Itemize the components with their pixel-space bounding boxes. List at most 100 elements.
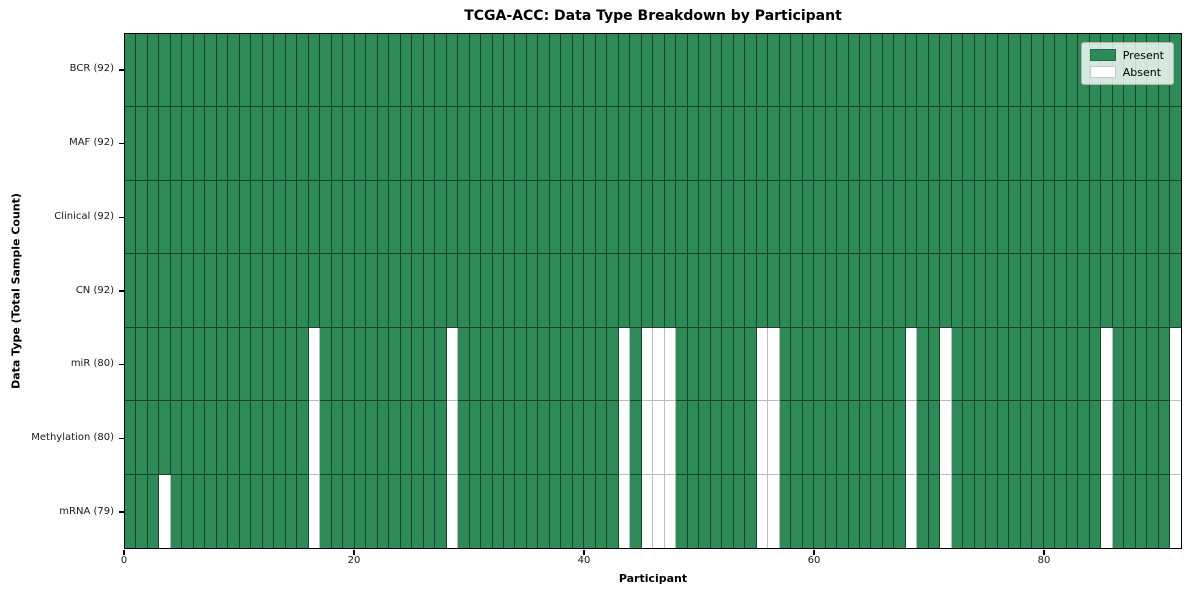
heatmap-cell [561,474,573,548]
heatmap-cell [170,180,183,255]
heatmap-cell [882,327,895,402]
heatmap-cell [205,401,217,475]
heatmap-cell [285,474,298,548]
heatmap-cell [1135,401,1148,475]
heatmap-cell [159,401,171,475]
heatmap-cell [630,34,642,108]
heatmap-cell [1066,254,1079,328]
heatmap-cell [343,474,355,548]
heatmap-cell [630,254,642,328]
heatmap-cell [331,327,344,402]
heatmap-cell [928,401,941,475]
heatmap-cell [274,401,286,475]
heatmap-cell [481,327,493,402]
heatmap-cell [595,327,608,402]
heatmap-cell [572,180,585,255]
heatmap-cell [882,107,895,181]
heatmap-cell [274,254,286,328]
heatmap-cell [791,254,803,328]
heatmap-cell [492,107,504,181]
heatmap-cell [423,107,436,181]
heatmap-cell [940,474,952,548]
heatmap-cell [400,254,413,328]
heatmap-cell [446,254,459,328]
heatmap-cell [768,474,780,548]
heatmap-cell [389,474,401,548]
heatmap-cell [182,34,194,108]
heatmap-cell [641,254,654,328]
heatmap-cell [458,474,470,548]
heatmap-cell [1043,107,1056,181]
heatmap-cell [435,180,447,255]
heatmap-cell [274,180,286,255]
heatmap-cell [538,107,550,181]
heatmap-cell [894,34,906,108]
heatmap-cell [492,34,504,108]
heatmap-cell [297,180,309,255]
heatmap-cell [193,401,206,475]
heatmap-cell [435,254,447,328]
heatmap-cell [722,401,734,475]
heatmap-cell [986,327,998,402]
heatmap-cell [963,327,975,402]
heatmap-cell [825,180,838,255]
heatmap-cell [664,327,677,402]
heatmap-cell [710,107,723,181]
heatmap-cell [481,254,493,328]
heatmap-cell [974,180,987,255]
heatmap-cell [136,474,148,548]
heatmap-cell [469,107,482,181]
heatmap-cell [676,34,688,108]
heatmap-cell [320,107,332,181]
heatmap-cell [469,474,482,548]
heatmap-cell [389,34,401,108]
heatmap-cell [940,180,952,255]
heatmap-cell [481,107,493,181]
heatmap-cell [641,474,654,548]
heatmap-cell [997,474,1010,548]
heatmap-cell [791,34,803,108]
heatmap-cell [170,254,183,328]
heatmap-cell [228,254,240,328]
heatmap-cell [170,401,183,475]
heatmap-cell [251,180,263,255]
heatmap-cell [297,327,309,402]
heatmap-cell [997,254,1010,328]
heatmap-cell [687,401,700,475]
legend: Present Absent [1080,42,1174,85]
heatmap-cell [745,327,757,402]
heatmap-cell [377,107,390,181]
heatmap-cell [1032,401,1044,475]
heatmap-cell [1089,107,1102,181]
heatmap-cell [549,34,562,108]
heatmap-cell [940,401,952,475]
heatmap-cell [492,401,504,475]
heatmap-cell [1089,180,1102,255]
heatmap-cell [515,34,527,108]
heatmap-cell [584,34,596,108]
heatmap-cell [561,401,573,475]
heatmap-cell [182,254,194,328]
heatmap-cell [595,254,608,328]
heatmap-cell [446,107,459,181]
heatmap-cell [354,254,367,328]
heatmap-cell [974,254,987,328]
heatmap-cell [515,474,527,548]
heatmap-cell [1158,401,1171,475]
heatmap-cell [216,34,229,108]
y-tick-label: BCR (92) [69,63,114,75]
heatmap-cell [986,107,998,181]
heatmap-cell [193,254,206,328]
heatmap-cell [905,254,918,328]
heatmap-cell [756,401,769,475]
heatmap-cell [630,327,642,402]
heatmap-cell [308,34,321,108]
heatmap-cell [572,401,585,475]
heatmap-cell [768,34,780,108]
y-tick-mark [119,364,124,366]
heatmap-cell [458,254,470,328]
heatmap-cell [687,474,700,548]
x-tick-mark [1043,550,1045,555]
heatmap-cell [262,34,275,108]
heatmap-cell [1124,107,1136,181]
